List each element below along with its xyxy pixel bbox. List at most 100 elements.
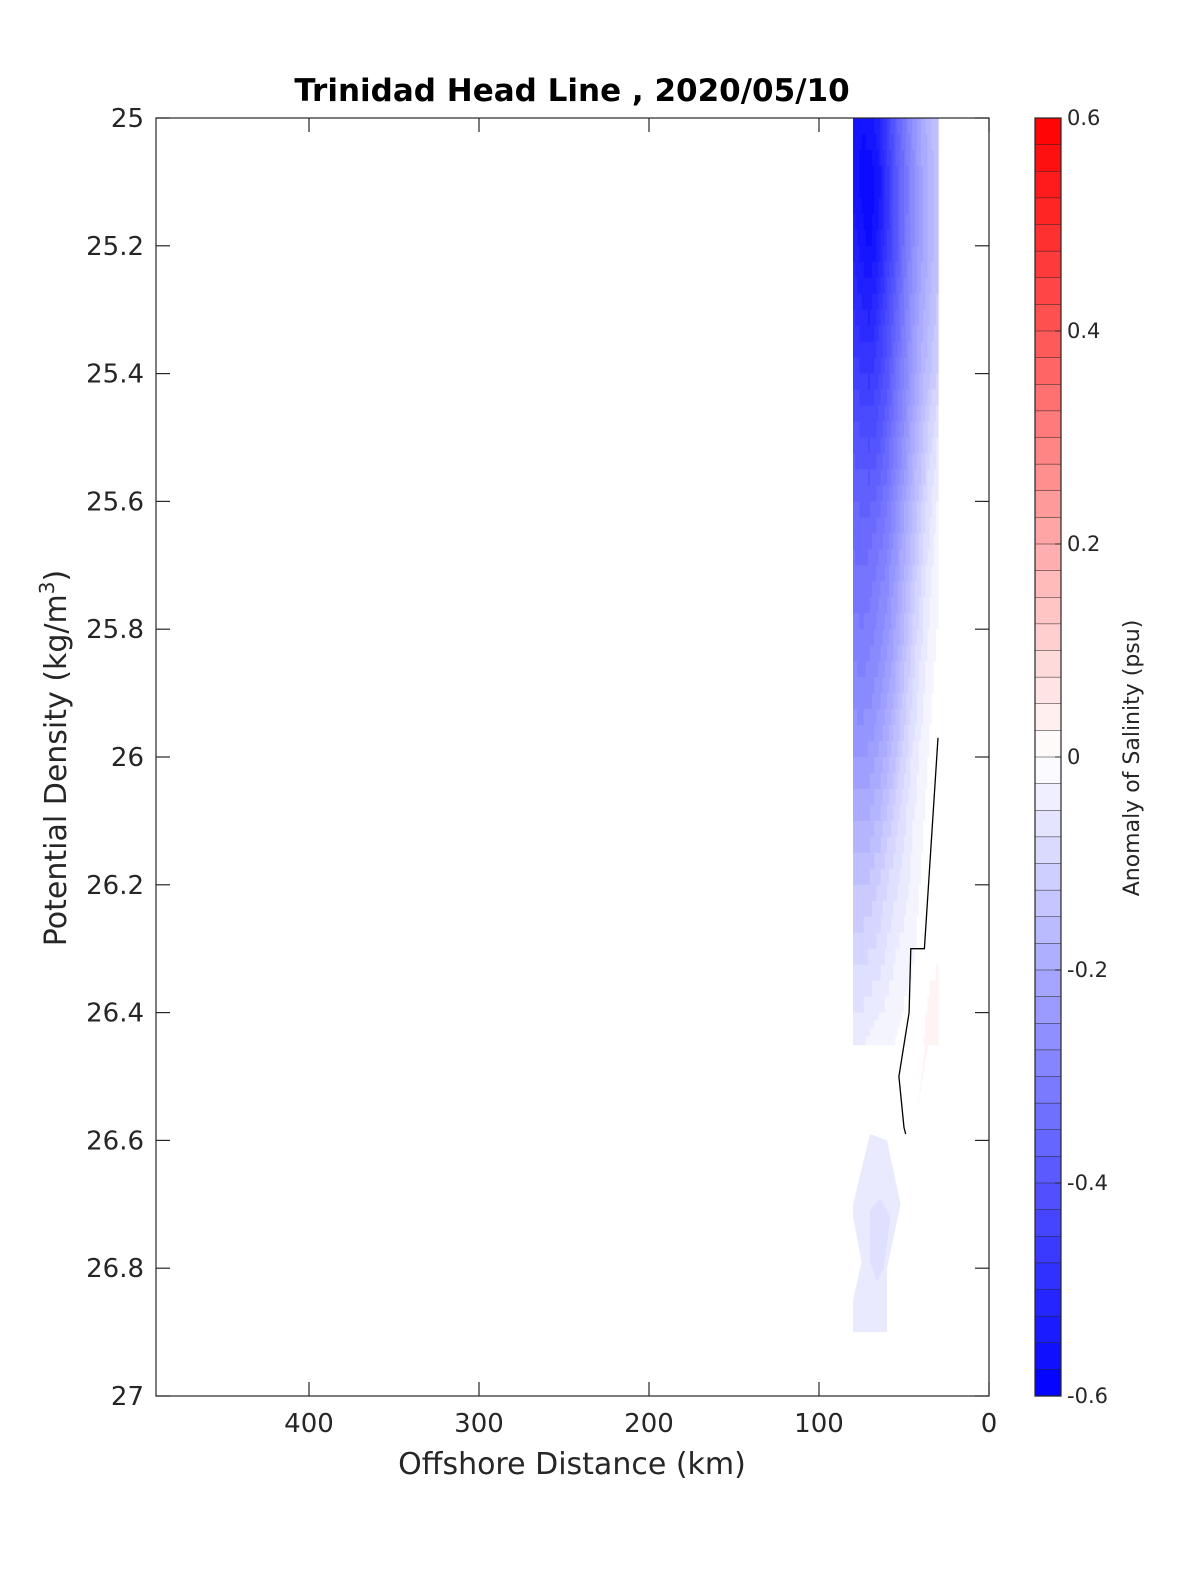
anomaly-cell xyxy=(889,453,892,471)
colorbar-segment xyxy=(1034,437,1062,465)
anomaly-cell xyxy=(889,948,892,966)
anomaly-cell xyxy=(855,469,858,487)
anomaly-cell xyxy=(853,1020,856,1030)
anomaly-cell xyxy=(935,597,939,614)
anomaly-cell xyxy=(887,581,890,598)
anomaly-cell xyxy=(874,868,877,886)
anomaly-cell xyxy=(884,453,888,471)
anomaly-cell xyxy=(935,357,939,375)
anomaly-cell xyxy=(876,149,880,167)
anomaly-cell xyxy=(906,453,909,471)
colorbar-segment xyxy=(1034,171,1062,199)
anomaly-cell xyxy=(912,421,916,439)
anomaly-cell xyxy=(916,389,920,407)
anomaly-cell xyxy=(918,517,922,534)
anomaly-cell xyxy=(923,389,926,407)
anomaly-cell xyxy=(929,645,933,662)
colorbar-segment xyxy=(1034,783,1062,811)
anomaly-cell xyxy=(933,118,937,135)
anomaly-cell xyxy=(880,213,884,231)
anomaly-cell xyxy=(893,437,897,455)
anomaly-cell xyxy=(861,581,865,598)
anomaly-cell xyxy=(893,133,897,151)
anomaly-cell xyxy=(933,948,937,966)
anomaly-cell xyxy=(865,725,869,742)
anomaly-cell xyxy=(933,661,937,678)
anomaly-cell xyxy=(867,133,871,151)
anomaly-cell xyxy=(910,213,914,231)
anomaly-cell xyxy=(931,341,935,359)
anomaly-cell xyxy=(880,661,884,678)
anomaly-cell xyxy=(901,453,905,471)
anomaly-cell xyxy=(872,133,875,151)
anomaly-cell xyxy=(870,980,873,998)
anomaly-cell xyxy=(876,1036,880,1046)
anomaly-cell xyxy=(901,118,905,135)
anomaly-cell xyxy=(897,533,901,550)
anomaly-cell xyxy=(895,165,899,183)
anomaly-cell xyxy=(880,118,884,135)
anomaly-cell xyxy=(887,389,890,407)
anomaly-cell xyxy=(863,453,867,471)
anomaly-cell xyxy=(929,293,933,311)
anomaly-cell xyxy=(921,165,924,183)
anomaly-cell xyxy=(929,469,933,487)
y-tick-label: 25.4 xyxy=(86,360,144,390)
colorbar-label: Anomaly of Salinity (psu) xyxy=(1120,620,1145,897)
anomaly-cell xyxy=(910,421,914,439)
anomaly-cell xyxy=(857,1020,860,1030)
anomaly-cell xyxy=(914,581,918,598)
anomaly-cell xyxy=(880,693,884,710)
anomaly-cell xyxy=(925,357,928,375)
anomaly-cell xyxy=(880,868,884,886)
anomaly-cell xyxy=(893,868,897,886)
anomaly-cell xyxy=(931,517,935,534)
anomaly-cell xyxy=(878,613,882,630)
anomaly-cell xyxy=(921,581,924,598)
anomaly-cell xyxy=(906,485,909,502)
anomaly-cell xyxy=(925,868,928,886)
anomaly-cell xyxy=(921,118,924,135)
anomaly-cell xyxy=(857,996,860,1014)
anomaly-cell xyxy=(876,741,880,758)
y-tick-label: 26 xyxy=(111,743,144,773)
colorbar-segment xyxy=(1034,623,1062,652)
anomaly-cell xyxy=(925,948,928,966)
anomaly-cell xyxy=(901,772,905,790)
anomaly-cell xyxy=(929,341,933,359)
anomaly-cell xyxy=(882,1020,886,1030)
anomaly-cell xyxy=(865,948,869,966)
anomaly-cell xyxy=(904,804,907,822)
anomaly-cell xyxy=(916,501,920,518)
colorbar-segment xyxy=(1034,1182,1062,1211)
anomaly-cell xyxy=(921,213,924,231)
anomaly-cell xyxy=(927,469,931,487)
anomaly-cell xyxy=(933,804,937,822)
anomaly-cell xyxy=(878,1036,882,1046)
anomaly-cell xyxy=(880,325,884,343)
anomaly-cell xyxy=(921,389,924,407)
anomaly-cell xyxy=(865,709,869,726)
anomaly-cell xyxy=(933,245,937,263)
anomaly-cell xyxy=(925,277,928,295)
anomaly-cell xyxy=(891,517,894,534)
anomaly-cell xyxy=(916,373,920,391)
anomaly-cell xyxy=(916,757,920,774)
anomaly-cell xyxy=(880,581,884,598)
anomaly-cell xyxy=(857,389,860,407)
anomaly-cell xyxy=(882,341,886,359)
anomaly-cell xyxy=(863,277,867,295)
anomaly-cell xyxy=(899,389,903,407)
anomaly-cell xyxy=(891,757,894,774)
anomaly-cell xyxy=(935,309,939,327)
x-tick-label: 400 xyxy=(284,1409,334,1439)
anomaly-cell xyxy=(931,133,935,151)
anomaly-cell xyxy=(927,325,931,343)
anomaly-cell xyxy=(876,133,880,151)
anomaly-cell xyxy=(927,741,931,758)
anomaly-cell xyxy=(863,645,867,662)
anomaly-cell xyxy=(887,229,890,247)
anomaly-cell xyxy=(908,804,911,822)
anomaly-cell xyxy=(876,437,880,455)
anomaly-cell xyxy=(910,772,914,790)
